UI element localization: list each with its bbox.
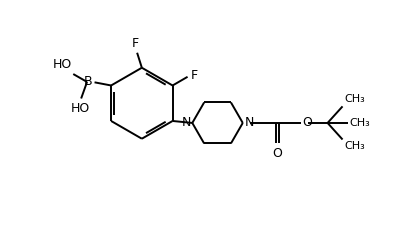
Text: O: O (272, 147, 282, 160)
Text: CH₃: CH₃ (343, 94, 364, 104)
Text: N: N (181, 116, 190, 129)
Text: HO: HO (71, 102, 90, 115)
Text: F: F (190, 69, 197, 82)
Text: N: N (244, 116, 253, 129)
Text: O: O (302, 116, 312, 129)
Text: CH₃: CH₃ (343, 141, 364, 151)
Text: F: F (131, 37, 138, 50)
Text: HO: HO (52, 58, 71, 71)
Text: B: B (84, 75, 92, 89)
Text: CH₃: CH₃ (349, 118, 369, 128)
